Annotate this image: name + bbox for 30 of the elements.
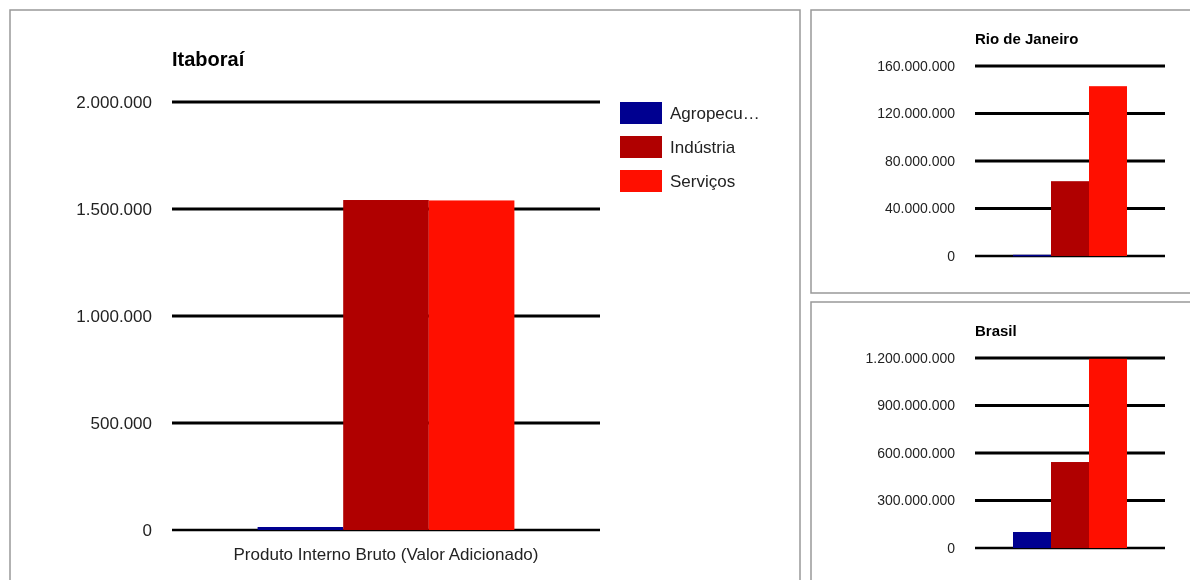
legend-label: Agropecu… — [670, 103, 760, 123]
y-tick-label: 900.000.000 — [877, 397, 956, 414]
y-tick-label: 1.000.000 — [76, 306, 152, 326]
bar — [1089, 86, 1127, 256]
legend-label: Indústria — [670, 137, 736, 157]
y-tick-label: 300.000.000 — [877, 492, 956, 509]
y-tick-label: 0 — [947, 247, 956, 264]
y-tick-label: 0 — [142, 520, 152, 540]
y-tick-label: 0 — [947, 539, 956, 556]
chart-title: Rio de Janeiro — [975, 30, 1079, 47]
y-tick-label: 2.000.000 — [76, 92, 152, 112]
legend-label: Serviços — [670, 171, 736, 191]
chart-title: Itaboraí — [172, 48, 246, 70]
bar — [1051, 462, 1089, 548]
bar — [1051, 181, 1089, 256]
y-tick-label: 1.500.000 — [76, 199, 152, 219]
bar — [343, 200, 429, 530]
bar — [1089, 358, 1127, 548]
bar — [428, 200, 515, 530]
x-tick-label: Produto Interno Bruto (Valor Adicionado) — [233, 545, 539, 564]
y-tick-label: 1.200.000.000 — [865, 349, 956, 366]
bar — [257, 527, 344, 530]
y-tick-label: 120.000.000 — [877, 105, 956, 122]
y-tick-label: 80.000.000 — [884, 152, 956, 169]
y-tick-label: 160.000.000 — [877, 57, 956, 74]
bar — [1013, 532, 1051, 548]
y-tick-label: 500.000 — [90, 413, 152, 433]
y-tick-label: 600.000.000 — [877, 444, 956, 461]
chart-title: Brasil — [975, 322, 1017, 339]
y-tick-label: 40.000.000 — [884, 200, 956, 217]
